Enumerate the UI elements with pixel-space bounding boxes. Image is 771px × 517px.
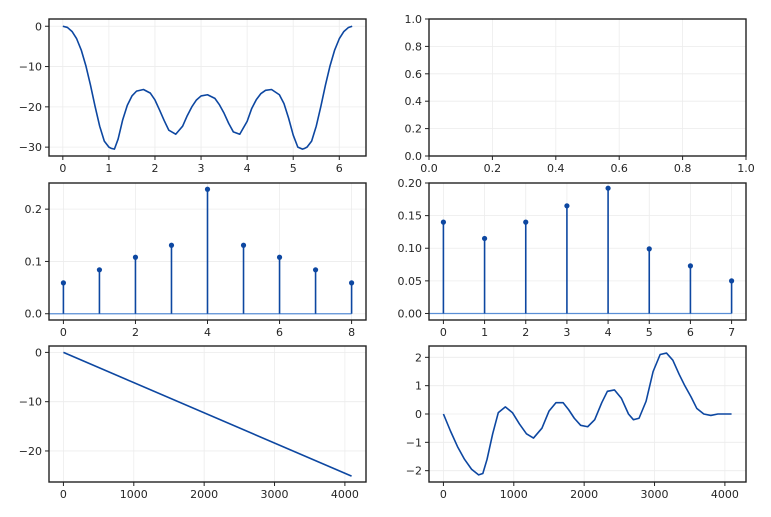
- y-tick-label: 0.0: [405, 150, 423, 163]
- stem-marker: [96, 267, 103, 273]
- subplot-stem-9-taps: 0 2 4 6 8 0.0 0.1 0.2: [25, 182, 367, 339]
- subplot-stem-8-taps: 0 1 2 3 4 5 6 7 0.00 0.05 0.10 0.15 0.20: [398, 177, 747, 339]
- x-tick-label: 0: [440, 488, 447, 501]
- x-tick-label: 3000: [641, 488, 669, 501]
- series-line: [63, 351, 352, 477]
- y-tick-label: 2: [415, 351, 422, 364]
- stem-marker: [168, 242, 175, 248]
- stem-marker: [132, 254, 139, 260]
- x-tick-label: 6: [276, 326, 283, 339]
- subplot-empty: 0.0 0.2 0.4 0.6 0.8 1.0 0.0 0.2 0.4 0.6 0.8 1.0: [405, 13, 755, 175]
- y-tick-label: −20: [19, 101, 42, 114]
- x-tick-label: 2: [132, 326, 139, 339]
- x-tick-label: 6: [687, 326, 694, 339]
- y-tick-label: 0: [415, 408, 422, 421]
- axes-frame: [48, 345, 367, 483]
- stem-marker: [276, 254, 283, 260]
- x-tick-label: 4: [204, 326, 211, 339]
- y-tick-label: 0.00: [398, 307, 423, 320]
- x-tick-label: 3: [563, 326, 570, 339]
- x-tick-label: 0.6: [610, 162, 628, 175]
- stem-marker: [728, 278, 735, 284]
- y-tick-label: 0.8: [405, 40, 423, 53]
- y-tick-label: 0.1: [25, 255, 43, 268]
- y-tick-label: −10: [19, 396, 42, 409]
- stem-marker: [312, 267, 319, 273]
- axes-frame: [428, 18, 747, 157]
- x-tick-label: 3000: [261, 488, 289, 501]
- subplot-magnitude-response: 0 1 2 3 4 5 6 0 −10 −20 −30: [19, 18, 367, 175]
- x-tick-label: 0: [440, 326, 447, 339]
- y-tick-label: −20: [19, 445, 42, 458]
- y-tick-label: 0.15: [398, 210, 423, 223]
- y-tick-label: 0: [35, 20, 42, 33]
- x-tick-label: 1000: [500, 488, 528, 501]
- x-tick-label: 0.2: [484, 162, 502, 175]
- x-tick-label: 8: [348, 326, 355, 339]
- y-tick-label: 0.4: [405, 95, 423, 108]
- stem-marker: [240, 242, 247, 248]
- x-tick-label: 1: [105, 162, 112, 175]
- y-tick-label: 1: [415, 380, 422, 393]
- y-tick-label: 0: [35, 346, 42, 359]
- y-tick-label: 0.0: [25, 308, 43, 321]
- stem-marker: [687, 263, 694, 269]
- x-tick-label: 2000: [190, 488, 218, 501]
- series-line: [62, 25, 353, 150]
- axes-frame: [428, 182, 747, 321]
- y-tick-label: 0.2: [405, 123, 423, 136]
- stem-marker: [348, 280, 355, 286]
- y-tick-label: −2: [406, 465, 422, 478]
- stem-marker: [564, 203, 570, 209]
- y-tick-label: 0.20: [398, 177, 423, 190]
- x-tick-label: 1: [481, 326, 488, 339]
- stem-marker: [646, 246, 652, 252]
- y-tick-label: −30: [19, 141, 42, 154]
- x-tick-label: 3: [198, 162, 205, 175]
- stem-marker: [204, 186, 211, 192]
- x-tick-label: 2000: [570, 488, 598, 501]
- y-tick-label: 0.6: [405, 68, 423, 81]
- y-tick-label: −10: [19, 61, 42, 74]
- x-tick-label: 1000: [120, 488, 148, 501]
- stem-marker: [523, 219, 529, 225]
- stem-marker: [605, 185, 611, 191]
- y-tick-label: 0.05: [398, 275, 423, 288]
- y-tick-label: −1: [406, 436, 422, 449]
- series-line: [442, 352, 732, 476]
- axes-frame: [48, 18, 367, 157]
- x-tick-label: 4: [244, 162, 251, 175]
- subplot-linear-phase: 0 1000 2000 3000 4000 0 −10 −20: [19, 345, 367, 501]
- x-tick-label: 4000: [711, 488, 739, 501]
- x-tick-label: 5: [290, 162, 297, 175]
- x-tick-label: 2: [151, 162, 158, 175]
- x-tick-label: 0: [59, 162, 66, 175]
- x-tick-label: 4: [605, 326, 612, 339]
- x-tick-label: 0.4: [547, 162, 565, 175]
- x-tick-label: 1.0: [737, 162, 755, 175]
- y-tick-label: 0.2: [25, 203, 43, 216]
- subplot-oscillating-signal: 0 1000 2000 3000 4000 2 1 0 −1 −2: [406, 345, 747, 501]
- x-tick-label: 6: [336, 162, 343, 175]
- x-tick-label: 2: [522, 326, 529, 339]
- y-tick-label: 1.0: [405, 13, 423, 26]
- x-tick-label: 5: [646, 326, 653, 339]
- x-tick-label: 0: [60, 326, 67, 339]
- stem-marker: [60, 280, 67, 286]
- x-tick-label: 0: [60, 488, 67, 501]
- x-tick-label: 0.8: [674, 162, 692, 175]
- x-tick-label: 0.0: [420, 162, 438, 175]
- y-tick-label: 0.10: [398, 242, 423, 255]
- stem-marker: [481, 235, 488, 242]
- x-tick-label: 7: [728, 326, 735, 339]
- x-tick-label: 4000: [331, 488, 359, 501]
- stem-marker: [440, 219, 447, 225]
